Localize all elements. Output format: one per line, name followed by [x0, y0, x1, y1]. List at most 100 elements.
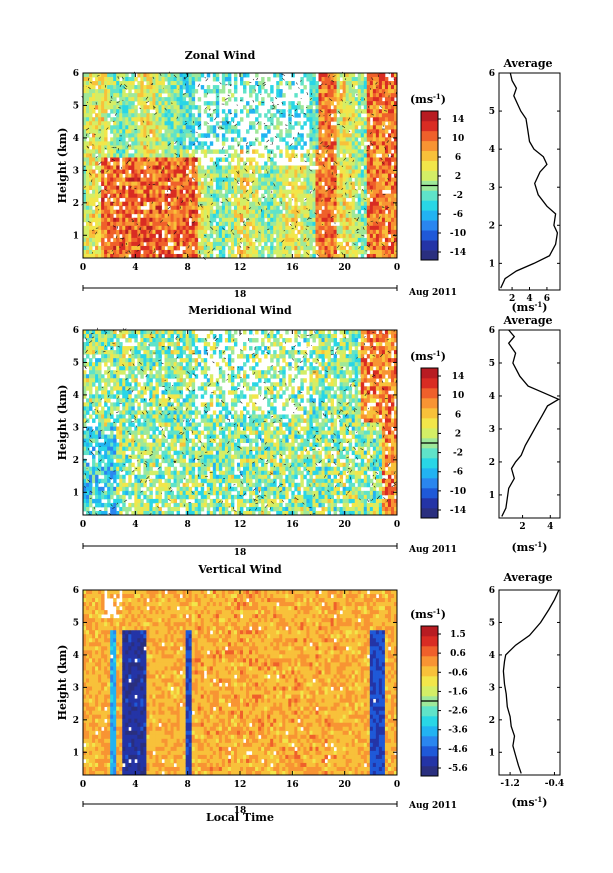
- heatmap-cell: [89, 129, 93, 134]
- heatmap-cell: [360, 245, 365, 251]
- heatmap-cell: [387, 141, 392, 146]
- contour-segment: [370, 88, 372, 90]
- heatmap-cell: [273, 169, 277, 174]
- heatmap-cell: [173, 233, 177, 239]
- heatmap-cell: [357, 133, 362, 138]
- contour-segment: [159, 73, 162, 77]
- heatmap-cell: [276, 241, 280, 247]
- heatmap-cell: [152, 81, 156, 86]
- heatmap-cell: [110, 149, 114, 154]
- heatmap-cell: [276, 229, 280, 235]
- heatmap-cell: [188, 117, 193, 122]
- heatmap-cell: [387, 213, 392, 219]
- heatmap-cell: [191, 117, 196, 122]
- heatmap-cell: [357, 229, 362, 235]
- heatmap-cell: [390, 197, 395, 203]
- contour-segment: [341, 252, 344, 256]
- colorbar-tick-label: 10: [452, 134, 465, 144]
- heatmap-cell: [104, 241, 108, 247]
- heatmap-cell: [303, 233, 307, 239]
- heatmap-cell: [158, 85, 162, 90]
- heatmap-cell: [143, 249, 147, 255]
- heatmap-cell: [89, 390, 93, 395]
- heatmap-cell: [122, 213, 126, 219]
- heatmap-cell: [324, 73, 328, 78]
- heatmap-cell: [258, 141, 262, 146]
- heatmap-cell: [89, 165, 93, 170]
- heatmap-cell: [89, 414, 93, 419]
- heatmap-cell: [318, 161, 322, 166]
- heatmap-cell: [300, 205, 304, 211]
- heatmap-cell: [276, 205, 280, 211]
- contour-segment: [289, 143, 293, 147]
- heatmap-cell: [249, 93, 253, 98]
- heatmap-cell: [164, 157, 168, 162]
- heatmap-cell: [327, 137, 331, 142]
- heatmap-cell: [128, 201, 132, 207]
- heatmap-cell: [155, 245, 159, 251]
- heatmap-cell: [255, 109, 259, 114]
- heatmap-cell: [369, 105, 374, 110]
- heatmap-cell: [176, 133, 181, 138]
- heatmap-cell: [122, 125, 126, 130]
- heatmap-cell: [375, 157, 380, 162]
- heatmap-cell: [315, 93, 319, 98]
- heatmap-cell: [366, 221, 371, 227]
- heatmap-cell: [185, 245, 190, 251]
- heatmap-cell: [303, 241, 307, 247]
- heatmap-cell: [212, 237, 217, 243]
- heatmap-cell: [354, 173, 359, 178]
- heatmap-cell: [191, 77, 196, 82]
- heatmap-cell: [110, 410, 114, 415]
- heatmap-cell: [390, 105, 395, 110]
- heatmap-cell: [369, 161, 374, 166]
- heatmap-cell: [215, 157, 220, 162]
- heatmap-cell: [309, 253, 313, 259]
- heatmap-cell: [107, 454, 111, 460]
- heatmap-cell: [258, 241, 262, 247]
- heatmap-cell: [182, 213, 187, 219]
- heatmap-cell: [306, 233, 310, 239]
- heatmap-cell: [194, 181, 199, 187]
- heatmap-cell: [345, 81, 350, 86]
- heatmap-cell: [104, 482, 108, 488]
- heatmap-cell: [110, 490, 114, 496]
- heatmap-cell: [203, 169, 208, 174]
- heatmap-cell: [315, 97, 319, 102]
- heatmap-cell: [104, 494, 108, 500]
- heatmap-cell: [270, 89, 274, 94]
- heatmap-cell: [101, 133, 105, 138]
- heatmap-cell: [318, 201, 322, 207]
- heatmap-cell: [194, 89, 199, 94]
- heatmap-cell: [255, 137, 259, 142]
- heatmap-cell: [330, 205, 334, 211]
- heatmap-cell: [143, 157, 147, 162]
- heatmap-cell: [360, 85, 365, 90]
- heatmap-cell: [288, 157, 292, 162]
- heatmap-cell: [288, 181, 292, 187]
- heatmap-cell: [188, 121, 193, 126]
- heatmap-cell: [306, 245, 310, 251]
- heatmap-cell: [131, 209, 135, 215]
- heatmap-cell: [369, 165, 374, 170]
- heatmap-cell: [95, 390, 99, 395]
- heatmap-cell: [321, 149, 325, 154]
- heatmap-cell: [113, 374, 117, 379]
- heatmap-cell: [95, 253, 99, 259]
- contour-segment: [87, 146, 89, 149]
- heatmap-cell: [300, 133, 304, 138]
- heatmap-cell: [393, 189, 398, 195]
- heatmap-cell: [381, 157, 386, 162]
- heatmap-cell: [176, 213, 181, 219]
- heatmap-cell: [134, 105, 138, 110]
- heatmap-cell: [161, 113, 165, 118]
- heatmap-cell: [113, 470, 117, 476]
- heatmap-cell: [152, 229, 156, 235]
- heatmap-cell: [306, 169, 310, 174]
- heatmap-cell: [321, 173, 325, 178]
- contour-segment: [252, 99, 255, 103]
- heatmap-cell: [366, 153, 371, 158]
- heatmap-cell: [363, 149, 368, 154]
- heatmap-cell: [369, 81, 374, 86]
- heatmap-cell: [92, 173, 96, 178]
